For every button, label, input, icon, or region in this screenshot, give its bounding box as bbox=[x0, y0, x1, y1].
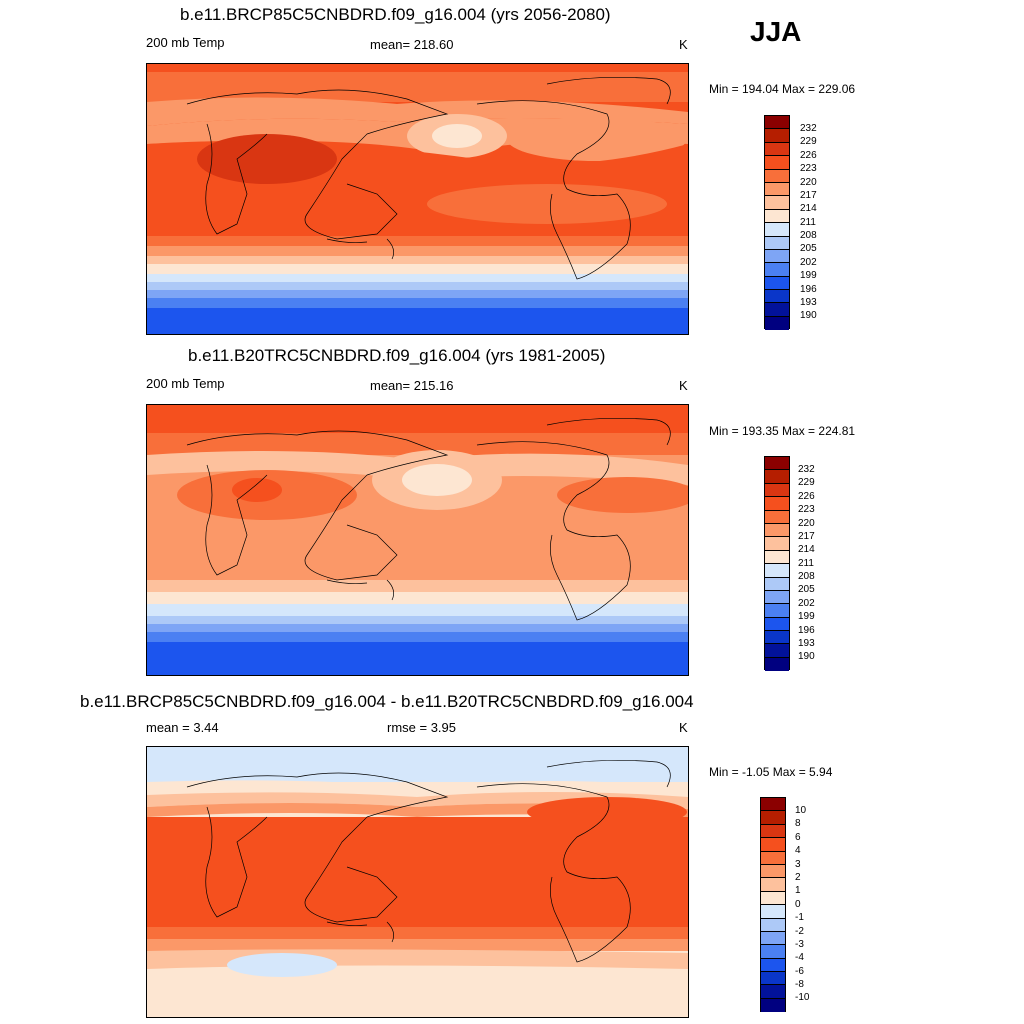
panel2-tick: 193 bbox=[798, 638, 815, 649]
panel3-tick: -4 bbox=[795, 952, 804, 963]
panel2-tick: 226 bbox=[798, 491, 815, 502]
panel3-tick: 6 bbox=[795, 832, 801, 843]
panel2-unit-label: K bbox=[679, 378, 688, 393]
panel3-tick: 4 bbox=[795, 845, 801, 856]
panel1-tick: 196 bbox=[800, 284, 817, 295]
panel2-tick: 211 bbox=[798, 558, 814, 569]
panel3-tick: -10 bbox=[795, 992, 810, 1003]
panel1-colorbar bbox=[764, 115, 790, 331]
panel2-tick: 205 bbox=[798, 584, 815, 595]
panel2-tick: 223 bbox=[798, 504, 815, 515]
panel3-unit-label: K bbox=[679, 720, 688, 735]
panel3-tick: 3 bbox=[795, 859, 801, 870]
panel1-tick: 199 bbox=[800, 270, 817, 281]
panel1-tick: 190 bbox=[800, 310, 817, 321]
panel1-tick: 214 bbox=[800, 203, 817, 214]
panel3-tick: 8 bbox=[795, 818, 801, 829]
panel3-tick: -6 bbox=[795, 966, 804, 977]
panel1-map bbox=[146, 63, 689, 335]
panel1-tick: 232 bbox=[800, 123, 817, 134]
panel3-tick: 0 bbox=[795, 899, 801, 910]
panel1-tick: 193 bbox=[800, 297, 817, 308]
panel3-colorbar bbox=[760, 797, 786, 1013]
panel1-tick: 229 bbox=[800, 136, 817, 147]
panel3-title: b.e11.BRCP85C5CNBDRD.f09_g16.004 - b.e11… bbox=[80, 692, 694, 711]
panel2-tick: 214 bbox=[798, 544, 815, 555]
panel2-tick: 220 bbox=[798, 518, 815, 529]
panel3-tick: -8 bbox=[795, 979, 804, 990]
panel2-tick: 232 bbox=[798, 464, 815, 475]
panel3-map bbox=[146, 746, 689, 1018]
panel2-minmax: Min = 193.35 Max = 224.81 bbox=[709, 424, 856, 438]
panel2-title: b.e11.B20TRC5CNBDRD.f09_g16.004 (yrs 198… bbox=[188, 346, 606, 365]
panel1-mean-label: mean= 218.60 bbox=[370, 37, 454, 52]
panel2-tick: 202 bbox=[798, 598, 815, 609]
panel2-tick: 229 bbox=[798, 477, 815, 488]
panel2-map bbox=[146, 404, 689, 676]
panel2-tick: 190 bbox=[798, 651, 815, 662]
panel3-tick: -3 bbox=[795, 939, 804, 950]
panel2-colorbar bbox=[764, 456, 790, 672]
panel2-tick: 199 bbox=[798, 611, 815, 622]
panel3-tick: -2 bbox=[795, 926, 804, 937]
panel1-tick: 220 bbox=[800, 177, 817, 188]
panel3-tick: 1 bbox=[795, 885, 801, 896]
panel3-mean-label: mean = 3.44 bbox=[146, 720, 219, 735]
panel2-mean-label: mean= 215.16 bbox=[370, 378, 454, 393]
panel1-tick: 226 bbox=[800, 150, 817, 161]
panel1-tick: 202 bbox=[800, 257, 817, 268]
panel1-tick: 217 bbox=[800, 190, 817, 201]
panel1-tick: 208 bbox=[800, 230, 817, 241]
panel1-tick: 211 bbox=[800, 217, 816, 228]
panel3-rmse-label: rmse = 3.95 bbox=[387, 720, 457, 735]
panel2-tick: 208 bbox=[798, 571, 815, 582]
panel1-variable-label: 200 mb Temp bbox=[146, 35, 225, 50]
season-label: JJA bbox=[750, 16, 802, 47]
panel1-tick: 223 bbox=[800, 163, 817, 174]
panel1-title: b.e11.BRCP85C5CNBDRD.f09_g16.004 (yrs 20… bbox=[180, 5, 611, 24]
panel3-tick: 10 bbox=[795, 805, 807, 816]
panel1-minmax: Min = 194.04 Max = 229.06 bbox=[709, 82, 856, 96]
panel1-unit-label: K bbox=[679, 37, 688, 52]
panel2-variable-label: 200 mb Temp bbox=[146, 376, 225, 391]
panel3-tick: -1 bbox=[795, 912, 804, 923]
panel1-tick: 205 bbox=[800, 243, 817, 254]
panel2-tick: 196 bbox=[798, 625, 815, 636]
panel3-minmax: Min = -1.05 Max = 5.94 bbox=[709, 765, 833, 779]
panel2-tick: 217 bbox=[798, 531, 815, 542]
panel3-tick: 2 bbox=[795, 872, 801, 883]
